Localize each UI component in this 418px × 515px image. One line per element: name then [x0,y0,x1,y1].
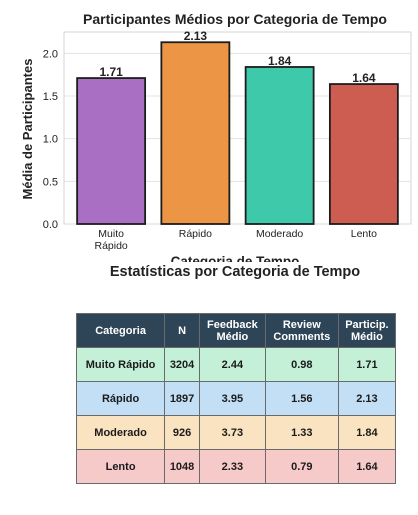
x-axis-label: Categoria de Tempo [171,254,300,262]
table-cell: 926 [164,415,200,450]
table-cell: 1.56 [264,381,339,416]
table-row: Lento 1048 2.33 0.79 1.64 [75,449,397,484]
table-cell: 1.84 [337,415,397,450]
table-cell: Moderado [75,415,166,450]
column-header-text: Comments [273,330,331,343]
bar [244,66,315,225]
table-cell: 0.79 [264,449,339,484]
column-header: N [164,313,200,348]
x-tick-label-line: Lento [351,228,377,240]
y-tick-label: 2.0 [43,48,58,60]
table-cell: Muito Rápido [75,347,166,382]
table-cell: 2.33 [198,449,266,484]
x-tick-label: Moderado [256,228,303,240]
table-header-row: Categoria N Feedback Médio Review Comments Par… [75,313,397,348]
table-cell: 1.64 [337,449,397,484]
y-axis-label: Média de Participantes [20,59,35,200]
bar-value-label: 1.64 [352,71,376,85]
table-cell: 0.98 [264,347,339,382]
x-tick-label-line: Rápido [94,240,127,252]
bar [328,83,399,225]
bar-value-label: 2.13 [184,29,208,43]
table-cell: 3.73 [198,415,266,450]
table-row: Muito Rápido 3204 2.44 0.98 1.71 [75,347,397,382]
y-tick-label: 1.5 [43,91,58,103]
column-header-text: Review [282,318,321,331]
table-cell: 1897 [164,381,200,416]
x-tick-label: Rápido [179,228,212,240]
x-tick-label: Lento [351,228,377,240]
y-tick-label: 0.5 [43,176,58,188]
table-row: Moderado 926 3.73 1.33 1.84 [75,415,397,450]
column-header-text: Feedback [207,318,258,331]
table-cell: 1.33 [264,415,339,450]
table-cell: 3204 [164,347,200,382]
table-cell: 3.95 [198,381,266,416]
table-title: Estatísticas por Categoria de Tempo [109,264,361,280]
y-tick-label: 1.0 [43,134,58,146]
x-tick-label-line: Muito [98,228,124,240]
bar-value-label: 1.84 [268,54,292,68]
column-header: Particip. Médio [337,313,397,348]
table-cell: Lento [75,449,166,484]
column-header-text: Médio [216,330,249,343]
table-cell: 2.13 [337,381,397,416]
column-header-text: Particip. [345,318,389,331]
x-tick-label-line: Rápido [179,228,212,240]
y-tick-label: 0.0 [43,219,58,231]
table-cell: Rápido [75,381,166,416]
table-cell: 1048 [164,449,200,484]
bar-chart: Participantes Médios por Categoria de Te… [20,11,412,262]
table-cell: 2.44 [198,347,266,382]
bar [76,77,147,225]
x-tick-label: Muito Rápido [94,228,127,252]
x-tick-label-line: Moderado [256,228,303,240]
bar-value-label: 1.71 [99,65,123,79]
column-header: Review Comments [264,313,339,348]
table-row: Rápido 1897 3.95 1.56 2.13 [75,381,397,416]
column-header: Feedback Médio [198,313,266,348]
column-header-text: N [178,324,187,337]
column-header: Categoria [75,313,166,348]
column-header-text: Categoria [95,324,146,337]
table-cell: 1.71 [337,347,397,382]
chart-title: Participantes Médios por Categoria de Te… [83,11,387,27]
stats-table: Categoria N Feedback Médio Review Comments Par… [75,313,397,484]
bar [160,41,231,225]
column-header-text: Médio [351,330,383,343]
